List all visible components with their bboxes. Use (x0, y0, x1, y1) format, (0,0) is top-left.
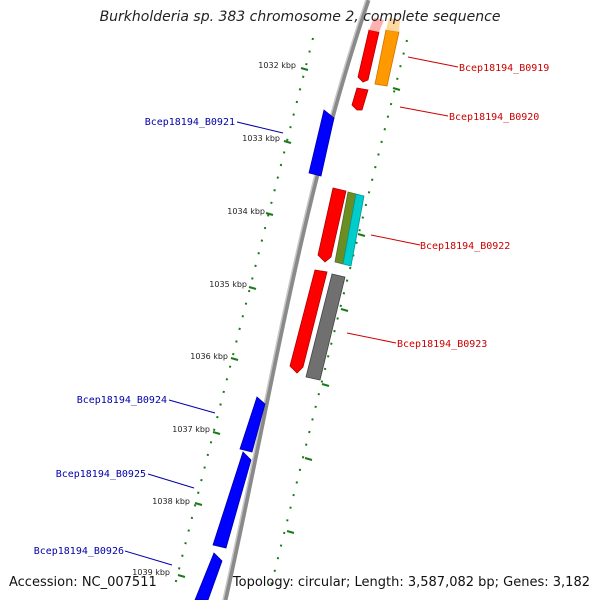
feature-B0922-cyan[interactable] (342, 193, 365, 267)
gene-B0919-fade (369, 18, 384, 32)
right-track-ticks (286, 87, 401, 534)
gene-B0923-arrow[interactable] (289, 269, 328, 374)
topology-text: Topology: circular; Length: 3,587,082 bp… (232, 575, 590, 590)
gene-B0925-arrow[interactable] (212, 451, 252, 549)
gene-B0920-arrow[interactable] (351, 87, 369, 111)
gene-label-B0926[interactable]: Bcep18194_B0926 (34, 546, 124, 557)
gene-label-B0920[interactable]: Bcep18194_B0920 (449, 112, 539, 123)
connector-B0919 (407, 56, 459, 68)
gene-label-B0925[interactable]: Bcep18194_B0925 (56, 469, 146, 480)
feature-B0919-orange[interactable] (374, 29, 400, 87)
kbp-label-1037: 1037 kbp (172, 425, 210, 434)
gene-B0922-arrow[interactable] (317, 187, 347, 263)
gene-label-B0919[interactable]: Bcep18194_B0919 (459, 63, 549, 74)
kbp-label-1035: 1035 kbp (209, 280, 247, 289)
gene-B0926-arrow[interactable] (194, 552, 223, 601)
kbp-label-1038: 1038 kbp (152, 497, 190, 506)
gene-B0921-arrow[interactable] (308, 109, 335, 177)
gene-label-B0921[interactable]: Bcep18194_B0921 (145, 117, 235, 128)
gene-label-B0922[interactable]: Bcep18194_B0922 (420, 241, 510, 252)
gene-label-B0924[interactable]: Bcep18194_B0924 (77, 395, 167, 406)
connector-B0920 (399, 106, 449, 117)
map-title: Burkholderia sp. 383 chromosome 2, compl… (99, 9, 501, 25)
gene-B0924-arrow[interactable] (239, 396, 266, 453)
scale-track-right (269, 39, 408, 591)
gene-label-B0923[interactable]: Bcep18194_B0923 (397, 339, 487, 350)
kbp-label-1036: 1036 kbp (190, 352, 228, 361)
connector-B0922 (370, 234, 421, 246)
connector-B0921 (236, 121, 284, 134)
accession-text: Accession: NC_007511 (9, 575, 157, 590)
kbp-label-1032: 1032 kbp (258, 61, 296, 70)
kbp-label-1039: 1039 kbp (132, 568, 170, 577)
kbp-label-1033: 1033 kbp (242, 134, 280, 143)
kbp-label-1034: 1034 kbp (227, 207, 265, 216)
kbp-major-ticks (177, 67, 309, 578)
connector-B0924 (168, 399, 216, 414)
feature-B0923-gray[interactable] (305, 273, 346, 381)
connector-B0926 (124, 550, 173, 566)
feature-B0919-fade (386, 18, 400, 32)
chromosome-backbone (222, 0, 371, 601)
connector-B0923 (346, 332, 397, 344)
connector-B0925 (147, 473, 195, 489)
gene-B0919-arrow[interactable] (357, 29, 380, 83)
chromosome-backbone-highlight (222, 0, 367, 601)
